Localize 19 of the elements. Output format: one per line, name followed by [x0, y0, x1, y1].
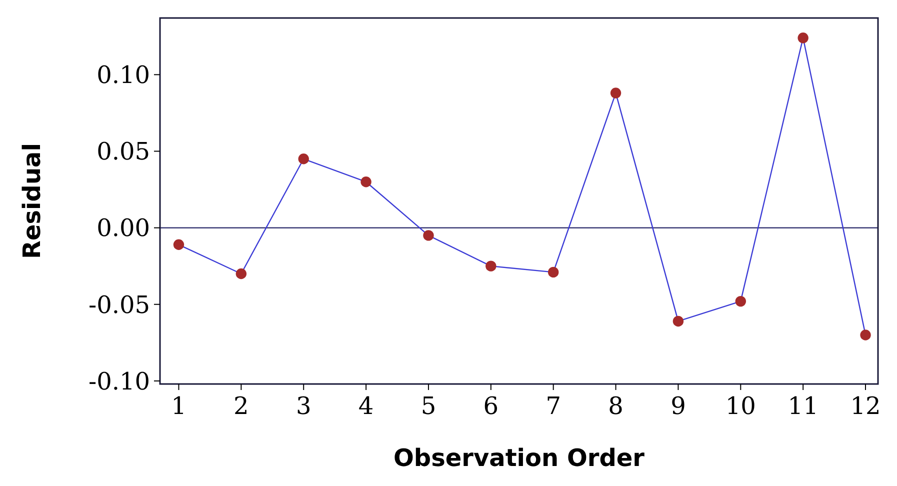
y-tick-label: -0.05	[88, 290, 150, 319]
x-tick-label: 12	[850, 392, 881, 420]
x-tick-label: 2	[234, 392, 249, 420]
x-axis-title: Observation Order	[394, 444, 645, 472]
x-tick-label: 4	[358, 392, 374, 420]
x-tick-label: 9	[670, 392, 686, 420]
x-tick-label: 1	[171, 392, 186, 420]
x-tick-label: 3	[296, 392, 312, 420]
x-tick-label: 11	[788, 392, 818, 420]
y-tick-label: 0.00	[96, 214, 150, 242]
x-tick-label: 10	[725, 392, 756, 420]
y-axis-title: Residual	[18, 143, 46, 259]
y-tick-label: 0.05	[96, 138, 150, 166]
x-tick-label: 7	[546, 392, 561, 420]
x-tick-label: 8	[608, 392, 624, 420]
y-tick-label: -0.10	[88, 367, 150, 396]
y-tick-label: 0.10	[96, 61, 150, 90]
x-tick-label: 6	[483, 392, 499, 420]
x-tick-label: 5	[420, 392, 436, 420]
